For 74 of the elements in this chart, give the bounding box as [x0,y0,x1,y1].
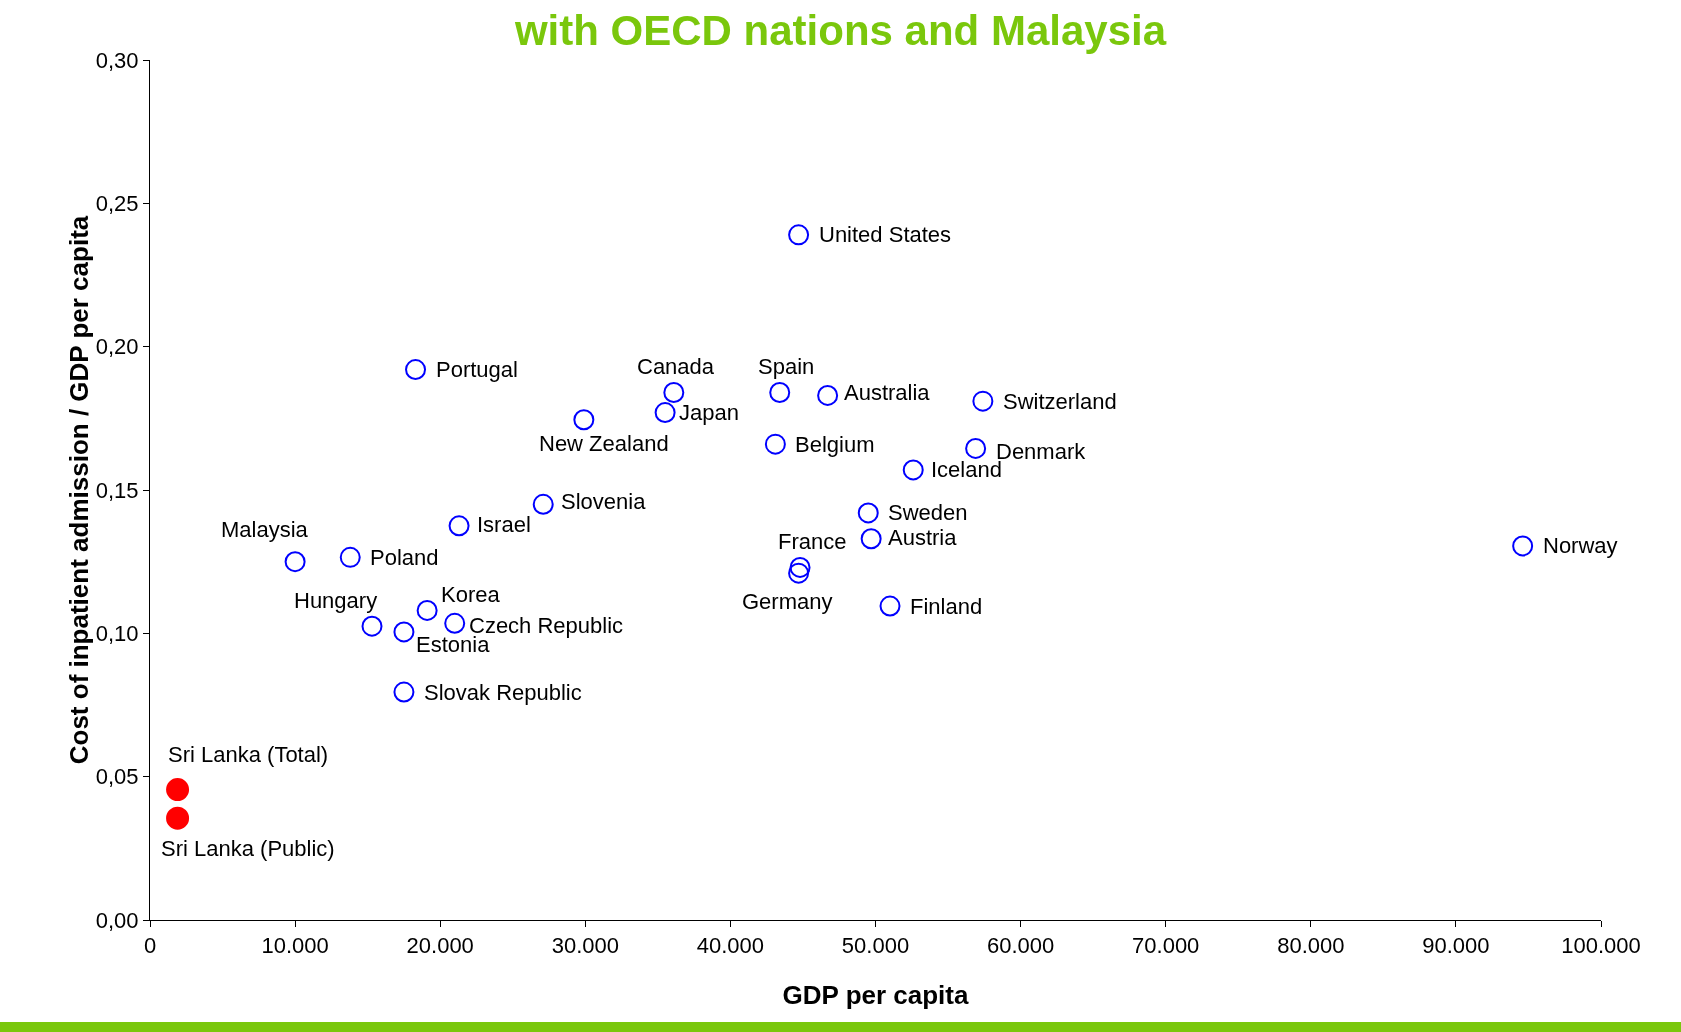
annotation: Belgium [795,432,875,457]
annotation: United States [819,222,952,247]
x-tick-label: 10.000 [261,933,329,959]
point [817,384,839,406]
annotation: Poland [370,545,439,570]
x-tick-label: 20.000 [406,933,474,959]
point [860,528,882,550]
annotation: Hungary [294,588,378,613]
point [769,382,791,404]
point [879,595,901,617]
point [857,502,879,524]
annotation: Finland [910,594,983,619]
point [448,515,470,537]
annotation: Sri Lanka (Public) [161,836,335,861]
annotation: Slovenia [561,489,647,514]
point [902,459,924,481]
y-tick-label: 0,20 [95,334,139,360]
y-axis-title: Cost of inpatient admission / GDP per capita [63,215,94,765]
annotation: Portugal [436,357,518,382]
y-tick-label: 0,25 [95,191,139,217]
annotation: Estonia [416,632,491,657]
point [663,382,685,404]
point [532,493,554,515]
point [573,409,595,431]
point [393,621,415,643]
x-tick-label: 90.000 [1422,933,1490,959]
point [393,681,415,703]
x-tick-label: 70.000 [1132,933,1200,959]
chart-title: with OECD nations and Malaysia [513,6,1167,54]
y-tick-label: 0,30 [95,47,139,73]
annotation: Germany [742,589,833,614]
point [972,390,994,412]
x-tick-label: 40.000 [696,933,765,959]
point [339,546,361,568]
y-tick-label: 0,00 [95,907,139,933]
annotation: Korea [441,582,501,607]
point [788,562,810,584]
point [405,359,427,381]
annotation: New Zealand [539,431,669,456]
annotation: Austria [888,525,958,550]
point [1512,535,1534,557]
x-tick-label: 50.000 [841,933,910,959]
annotation: Slovak Republic [424,680,582,705]
point [284,551,306,573]
annotation: Australia [844,380,931,405]
x-tick-label: 0 [143,933,157,959]
annotation: Sweden [888,500,968,525]
x-axis-title: GDP per capita [782,980,969,1010]
point [166,806,190,830]
y-tick-label: 0,10 [95,621,139,647]
annotation: Malaysia [221,517,309,542]
point [166,778,190,802]
annotation: Switzerland [1003,389,1117,414]
annotation: Spain [758,354,815,379]
point [654,402,676,424]
point [789,556,811,578]
point [361,615,383,637]
x-tick-label: 30.000 [551,933,619,959]
point [764,433,786,455]
point [788,224,810,246]
annotation: Canada [637,354,715,379]
y-tick-label: 0,15 [95,477,139,503]
annotation: France [778,529,847,554]
x-tick-label: 60.000 [986,933,1055,959]
point [965,437,987,459]
x-tick-label: 80.000 [1277,933,1345,959]
x-tick-label: 100.000 [1561,933,1641,959]
annotation: Sri Lanka (Total) [168,742,329,767]
annotation: Norway [1543,533,1618,558]
annotation: Japan [679,400,739,425]
annotation: Israel [477,512,531,537]
point [444,612,466,634]
point [416,599,438,621]
y-tick-label: 0,05 [95,764,139,790]
